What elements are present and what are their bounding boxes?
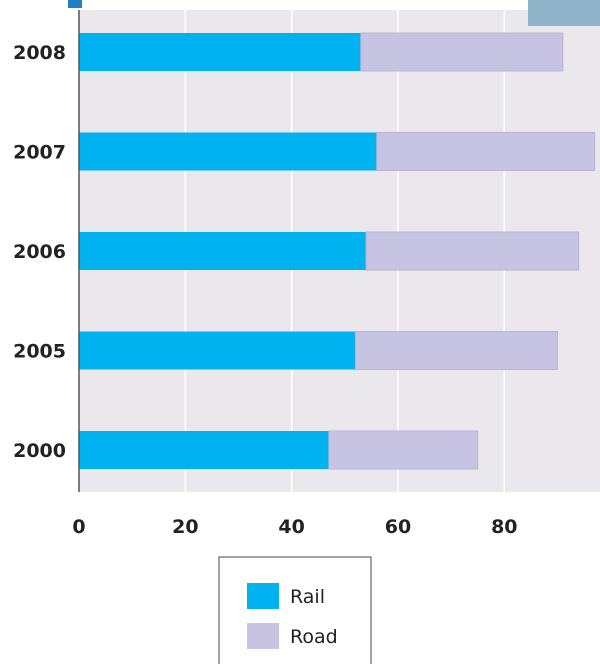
- category-labels: 2008 2007 2006 2005 2000: [13, 42, 66, 462]
- bar-rail-2006: [79, 232, 367, 270]
- bar-rail-2000: [79, 431, 329, 469]
- bar-road-2000: [328, 430, 479, 470]
- bar-road-2006: [365, 231, 580, 271]
- x-tick-labels: 0 20 40 60 80: [72, 516, 517, 538]
- category-label-2000: 2000: [13, 440, 66, 462]
- x-tick-label: 80: [491, 516, 517, 538]
- bar-rail-2005: [79, 331, 356, 370]
- x-tick-label: 20: [172, 516, 198, 538]
- bar-road-2005: [354, 331, 558, 370]
- legend-swatch-road: [247, 623, 279, 649]
- category-label-2007: 2007: [13, 142, 66, 164]
- bar-rail-2007: [79, 132, 377, 171]
- legend: Rail Road: [218, 556, 372, 664]
- bar-rail-2008: [79, 33, 361, 71]
- category-label-2006: 2006: [13, 241, 66, 263]
- x-tick-label: 40: [278, 516, 304, 538]
- legend-swatch-rail: [247, 583, 279, 609]
- x-tick-label: 0: [72, 516, 85, 538]
- category-label-2005: 2005: [13, 341, 66, 363]
- bars: [79, 32, 596, 470]
- header-fragment-right: [528, 0, 600, 26]
- category-label-2008: 2008: [13, 42, 66, 64]
- bar-road-2007: [376, 132, 596, 171]
- legend-label-road: Road: [290, 626, 338, 648]
- bar-road-2008: [360, 32, 564, 72]
- legend-box: [218, 556, 372, 664]
- header-fragment-left: [68, 0, 82, 8]
- legend-label-rail: Rail: [290, 586, 325, 608]
- x-tick-label: 60: [385, 516, 411, 538]
